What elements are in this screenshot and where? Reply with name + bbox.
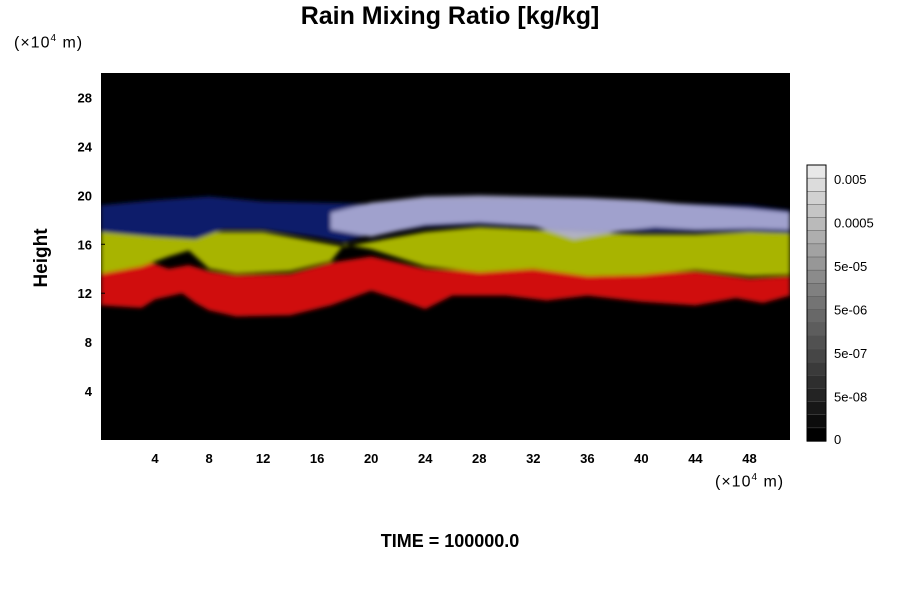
colorbar-step: [806, 177, 827, 193]
colorbar-label: 0.0005: [834, 216, 874, 231]
colorbar-step: [806, 164, 827, 179]
colorbar-label: 5e-07: [834, 346, 867, 361]
colorbar-step: [806, 243, 827, 258]
x-tick-label: 32: [526, 451, 540, 466]
colorbar-step: [806, 269, 827, 285]
band-lavender: [330, 195, 790, 240]
colorbar-label: 0: [834, 432, 841, 447]
x-tick-label: 36: [580, 451, 594, 466]
x-tick-label: 40: [634, 451, 648, 466]
y-tick-label: 24: [78, 139, 93, 154]
y-tick-label: 20: [78, 188, 92, 203]
colorbar-step: [806, 361, 827, 377]
x-tick-label: 24: [418, 451, 433, 466]
y-axis-unit: (×104 m): [14, 33, 84, 52]
colorbar-step: [806, 427, 827, 442]
colorbar-step: [806, 414, 827, 429]
colorbar-step: [806, 296, 827, 311]
y-tick-label: 28: [78, 90, 92, 105]
y-ticks: 4 8 12 16 20 24 28: [78, 90, 105, 399]
colorbar-step: [806, 309, 827, 324]
x-tick-label: 20: [364, 451, 378, 466]
y-tick-label: 16: [78, 237, 92, 252]
colorbar-label: 5e-05: [834, 259, 867, 274]
x-tick-label: 16: [310, 451, 324, 466]
x-tick-label: 44: [688, 451, 703, 466]
colorbar-step: [806, 191, 827, 206]
colorbar-step: [806, 348, 827, 363]
y-tick-label: 12: [78, 286, 92, 301]
colorbar-step: [806, 204, 827, 219]
band-yellow: [101, 227, 790, 277]
chart-title: Rain Mixing Ratio [kg/kg]: [300, 2, 600, 30]
colorbar: 0.005 0.0005 5e-05 5e-06 5e-07 5e-08 0: [806, 164, 874, 447]
x-tick-label: 12: [256, 451, 270, 466]
colorbar-step: [806, 322, 827, 337]
colorbar-step: [806, 401, 827, 416]
colorbar-label: 5e-06: [834, 303, 867, 318]
colorbar-step: [806, 388, 827, 403]
band-red: [101, 256, 790, 317]
colorbar-frame: [806, 164, 827, 442]
y-tick-label: 4: [85, 384, 93, 399]
colorbar-step: [806, 256, 827, 271]
rain-field: [101, 195, 790, 317]
colorbar-step: [806, 217, 827, 232]
y-tick-label: 8: [85, 335, 92, 350]
colorbar-label: 5e-08: [834, 390, 867, 405]
x-tick-label: 4: [151, 451, 159, 466]
x-ticks: 4 8 12 16 20 24 28 32 36 40 44 48: [151, 436, 757, 466]
colorbar-label: 0.005: [834, 172, 867, 187]
colorbar-step: [806, 230, 827, 245]
x-tick-label: 48: [742, 451, 756, 466]
colorbar-step: [806, 283, 827, 298]
x-tick-label: 8: [205, 451, 212, 466]
time-label: TIME = 100000.0: [380, 531, 520, 551]
colorbar-step: [806, 375, 827, 390]
x-axis-unit: (×104 m): [715, 472, 785, 491]
colorbar-step: [806, 335, 827, 350]
x-tick-label: 28: [472, 451, 486, 466]
plot-area: [101, 73, 790, 440]
